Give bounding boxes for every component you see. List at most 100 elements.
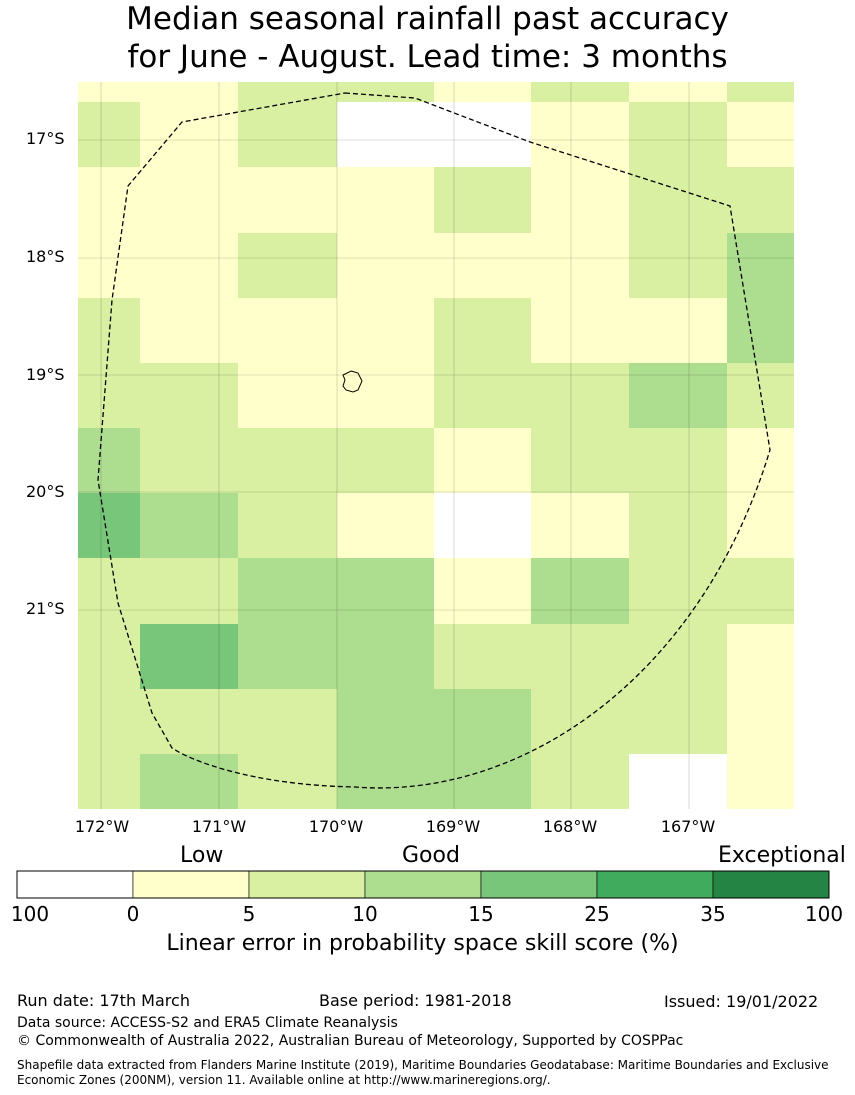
grid-cell bbox=[337, 689, 434, 754]
grid-cell bbox=[727, 493, 794, 558]
island-outline bbox=[342, 370, 363, 393]
grid-cell bbox=[140, 167, 238, 233]
skill-grid bbox=[78, 82, 794, 809]
grid-cell bbox=[78, 298, 140, 363]
grid-cell bbox=[78, 102, 140, 167]
grid-cell bbox=[78, 233, 140, 298]
grid-cell bbox=[238, 558, 337, 624]
grid-cell bbox=[238, 754, 337, 809]
grid-cell bbox=[140, 428, 238, 493]
base-period: Base period: 1981-2018 bbox=[319, 991, 512, 1010]
grid-cell bbox=[434, 82, 531, 102]
run-date: Run date: 17th March bbox=[17, 991, 190, 1010]
grid-cell bbox=[727, 233, 794, 298]
colorbar-category-low: Low bbox=[180, 843, 224, 868]
grid-cell bbox=[629, 102, 727, 167]
grid-cell bbox=[140, 102, 238, 167]
grid-cell bbox=[140, 754, 238, 809]
grid-cell bbox=[531, 167, 629, 233]
grid-cell bbox=[238, 624, 337, 689]
colorbar-frame bbox=[16, 870, 830, 899]
lon-label-170w: 170°W bbox=[308, 817, 364, 836]
grid-cell bbox=[140, 493, 238, 558]
title-line-2: for June - August. Lead time: 3 months bbox=[127, 39, 728, 75]
grid-cell bbox=[337, 298, 434, 363]
colorbar-tick: 25 bbox=[584, 902, 610, 926]
grid-cell bbox=[140, 298, 238, 363]
grid-cell bbox=[727, 558, 794, 624]
grid-cell bbox=[337, 167, 434, 233]
grid-cell bbox=[531, 428, 629, 493]
grid-cell bbox=[78, 624, 140, 689]
colorbar-tick: 15 bbox=[468, 902, 494, 926]
grid-cell bbox=[434, 689, 531, 754]
colorbar-swatch bbox=[364, 870, 482, 899]
grid-cell bbox=[727, 624, 794, 689]
copyright: © Commonwealth of Australia 2022, Austra… bbox=[17, 1033, 684, 1049]
grid-cell bbox=[727, 167, 794, 233]
grid-cell bbox=[238, 233, 337, 298]
grid-cell bbox=[238, 102, 337, 167]
colorbar-tick: 10 bbox=[352, 902, 378, 926]
lon-label-171w: 171°W bbox=[191, 817, 247, 836]
colorbar-tick: 100 bbox=[804, 902, 844, 926]
grid-cell bbox=[629, 233, 727, 298]
grid-cell bbox=[727, 689, 794, 754]
grid-cell bbox=[531, 624, 629, 689]
grid-cell bbox=[629, 493, 727, 558]
grid-cell bbox=[434, 167, 531, 233]
colorbar-category-exceptional: Exceptional bbox=[718, 843, 846, 868]
grid-cell bbox=[337, 428, 434, 493]
grid-cell bbox=[531, 754, 629, 809]
grid-cell bbox=[531, 689, 629, 754]
grid-cell bbox=[238, 82, 337, 102]
grid-cell bbox=[531, 233, 629, 298]
lat-label-17s: 17°S bbox=[26, 129, 65, 148]
grid-cell bbox=[78, 754, 140, 809]
grid-cell bbox=[337, 102, 434, 167]
grid-cell bbox=[629, 298, 727, 363]
grid-cell bbox=[78, 428, 140, 493]
grid-cell bbox=[337, 82, 434, 102]
grid-cell bbox=[78, 558, 140, 624]
colorbar-swatch bbox=[480, 870, 598, 899]
graticule bbox=[78, 82, 794, 809]
lat-label-20s: 20°S bbox=[26, 482, 65, 501]
grid-cell bbox=[238, 298, 337, 363]
grid-cell bbox=[629, 428, 727, 493]
grid-cell bbox=[337, 558, 434, 624]
grid-cell bbox=[140, 363, 238, 428]
grid-cell bbox=[629, 754, 727, 809]
colorbar-swatch bbox=[132, 870, 250, 899]
colorbar-swatch bbox=[248, 870, 366, 899]
grid-cell bbox=[434, 428, 531, 493]
grid-cell bbox=[434, 363, 531, 428]
grid-cell bbox=[629, 82, 727, 102]
lon-label-167w: 167°W bbox=[660, 817, 716, 836]
grid-cell bbox=[531, 82, 629, 102]
grid-cell bbox=[140, 558, 238, 624]
grid-cell bbox=[727, 428, 794, 493]
map-title: Median seasonal rainfall past accuracy f… bbox=[0, 0, 855, 76]
grid-cell bbox=[238, 167, 337, 233]
grid-cell bbox=[727, 102, 794, 167]
colorbar-swatch bbox=[16, 870, 134, 899]
grid-cell bbox=[629, 167, 727, 233]
colorbar-tick: 100 bbox=[10, 902, 50, 926]
grid-cell bbox=[140, 82, 238, 102]
grid-cell bbox=[337, 754, 434, 809]
lon-label-168w: 168°W bbox=[542, 817, 598, 836]
grid-cell bbox=[727, 754, 794, 809]
grid-cell bbox=[337, 363, 434, 428]
colorbar-title: Linear error in probability space skill … bbox=[166, 931, 679, 956]
grid-cell bbox=[531, 298, 629, 363]
grid-cell bbox=[78, 82, 140, 102]
grid-cell bbox=[531, 363, 629, 428]
grid-cell bbox=[629, 558, 727, 624]
lat-label-18s: 18°S bbox=[26, 247, 65, 266]
grid-cell bbox=[140, 233, 238, 298]
lon-label-172w: 172°W bbox=[74, 817, 130, 836]
eez-boundary bbox=[97, 92, 771, 789]
grid-cell bbox=[629, 689, 727, 754]
